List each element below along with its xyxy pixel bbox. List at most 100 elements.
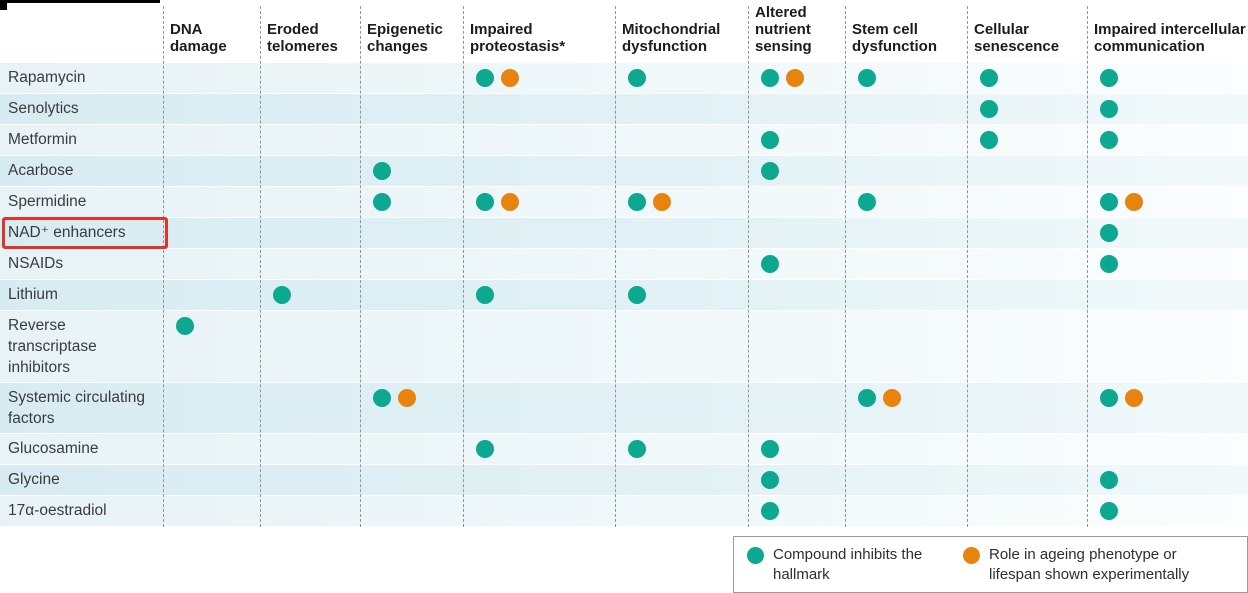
teal-dot-icon <box>476 286 494 304</box>
matrix-cell <box>967 63 1087 93</box>
matrix-cell <box>845 496 967 526</box>
matrix-cell <box>463 311 615 382</box>
column-header: Epigenetic changes <box>367 21 443 55</box>
column-separator <box>615 6 616 527</box>
teal-dot-icon <box>858 69 876 87</box>
teal-dot-icon <box>628 193 646 211</box>
matrix-cell <box>163 63 260 93</box>
row-label: Rapamycin <box>8 69 86 86</box>
matrix-cell <box>1087 218 1248 248</box>
row-label: Glucosamine <box>8 440 99 457</box>
teal-dot-icon <box>1100 502 1118 520</box>
matrix-cell <box>615 311 748 382</box>
matrix-cell <box>463 249 615 279</box>
teal-dot-icon <box>980 69 998 87</box>
matrix-cell <box>967 218 1087 248</box>
table-row: Glucosamine <box>0 434 1248 464</box>
matrix-cell <box>463 280 615 310</box>
matrix-cell <box>615 187 748 217</box>
matrix-cell <box>845 280 967 310</box>
matrix-cell <box>845 187 967 217</box>
teal-dot-icon <box>761 162 779 180</box>
table-row: Rapamycin <box>0 63 1248 93</box>
matrix-cell <box>615 218 748 248</box>
matrix-cell <box>748 218 845 248</box>
column-header: Stem cell dysfunction <box>852 21 937 55</box>
teal-dot-icon <box>1100 131 1118 149</box>
matrix-cell <box>615 125 748 155</box>
orange-dot-icon <box>501 193 519 211</box>
matrix-cell <box>845 383 967 433</box>
matrix-rows: Rapamycin Senolytics Metformin Acarbose Sper… <box>0 63 1248 527</box>
matrix-cell <box>615 249 748 279</box>
teal-dot-icon <box>747 547 764 564</box>
column-separator <box>967 6 968 527</box>
matrix-cell <box>360 280 463 310</box>
orange-dot-icon <box>1125 389 1143 407</box>
matrix-cell <box>967 187 1087 217</box>
row-label: Systemic circulating factors <box>8 389 145 427</box>
matrix-cell <box>748 63 845 93</box>
matrix-cell <box>463 94 615 124</box>
top-crop-mark <box>0 0 160 3</box>
teal-dot-icon <box>761 502 779 520</box>
matrix-cell <box>163 156 260 186</box>
teal-dot-icon <box>980 131 998 149</box>
matrix-cell <box>463 434 615 464</box>
teal-dot-icon <box>858 389 876 407</box>
teal-dot-icon <box>761 131 779 149</box>
matrix-cell <box>748 125 845 155</box>
matrix-cell <box>615 496 748 526</box>
matrix-cell <box>360 383 463 433</box>
legend-item-experimental: Role in ageing phenotype or lifespan sho… <box>963 545 1217 584</box>
column-header: Mitochondrial dysfunction <box>622 21 721 55</box>
matrix-cell <box>1087 63 1248 93</box>
matrix-cell <box>748 156 845 186</box>
matrix-cell <box>845 63 967 93</box>
table-row: Systemic circulating factors <box>0 383 1248 433</box>
matrix-cell <box>845 465 967 495</box>
matrix-cell <box>463 156 615 186</box>
matrix-cell <box>360 125 463 155</box>
matrix-cell <box>260 249 360 279</box>
orange-dot-icon <box>653 193 671 211</box>
column-header: Cellular senescence <box>974 21 1060 55</box>
matrix-cell <box>1087 249 1248 279</box>
orange-dot-icon <box>501 69 519 87</box>
matrix-cell <box>748 465 845 495</box>
matrix-cell <box>748 311 845 382</box>
matrix-cell <box>463 218 615 248</box>
matrix-cell <box>360 218 463 248</box>
header-spacer <box>0 0 163 62</box>
matrix-cell <box>163 434 260 464</box>
matrix-cell <box>260 63 360 93</box>
matrix-cell <box>1087 383 1248 433</box>
matrix-cell <box>748 496 845 526</box>
teal-dot-icon <box>628 286 646 304</box>
matrix-cell <box>845 249 967 279</box>
matrix-cell <box>748 94 845 124</box>
teal-dot-icon <box>176 317 194 335</box>
teal-dot-icon <box>761 440 779 458</box>
legend-item-inhibits: Compound inhibits the hallmark <box>747 545 933 584</box>
teal-dot-icon <box>980 100 998 118</box>
matrix-cell <box>967 280 1087 310</box>
matrix-cell <box>360 465 463 495</box>
matrix-cell <box>1087 311 1248 382</box>
matrix-cell <box>1087 187 1248 217</box>
matrix-cell <box>463 63 615 93</box>
row-label: NSAIDs <box>8 255 64 272</box>
matrix-cell <box>163 249 260 279</box>
matrix-cell <box>260 125 360 155</box>
matrix-cell <box>360 156 463 186</box>
matrix-cell <box>163 94 260 124</box>
legend: Compound inhibits the hallmark Role in a… <box>733 536 1248 593</box>
matrix-cell <box>1087 465 1248 495</box>
matrix-cell <box>360 63 463 93</box>
column-separator <box>360 6 361 527</box>
matrix-cell <box>845 218 967 248</box>
matrix-cell <box>1087 496 1248 526</box>
table-row: Lithium <box>0 280 1248 310</box>
row-label: Senolytics <box>8 100 79 117</box>
